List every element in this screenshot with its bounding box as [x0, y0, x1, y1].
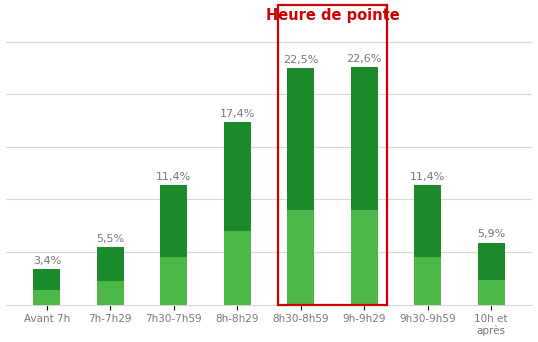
Bar: [33, 290, 60, 304]
Text: 3,4%: 3,4%: [33, 255, 61, 266]
Bar: [351, 67, 378, 210]
Bar: [97, 247, 124, 281]
Bar: [224, 122, 251, 232]
Text: 22,6%: 22,6%: [346, 54, 382, 64]
Bar: [160, 256, 187, 304]
Bar: [351, 210, 378, 304]
Bar: [224, 232, 251, 304]
Text: Heure de pointe: Heure de pointe: [266, 8, 399, 23]
Bar: [278, 5, 387, 304]
Bar: [287, 210, 314, 304]
Bar: [478, 242, 505, 280]
Bar: [414, 185, 441, 256]
Text: 22,5%: 22,5%: [283, 55, 318, 65]
Text: 5,5%: 5,5%: [96, 234, 124, 244]
Bar: [414, 256, 441, 304]
Bar: [478, 280, 505, 304]
Text: 11,4%: 11,4%: [156, 172, 192, 182]
Text: 5,9%: 5,9%: [477, 229, 505, 239]
Bar: [33, 269, 60, 290]
Bar: [287, 68, 314, 210]
Bar: [160, 185, 187, 256]
Text: 17,4%: 17,4%: [220, 108, 255, 119]
Text: 11,4%: 11,4%: [410, 172, 445, 182]
Bar: [97, 281, 124, 304]
